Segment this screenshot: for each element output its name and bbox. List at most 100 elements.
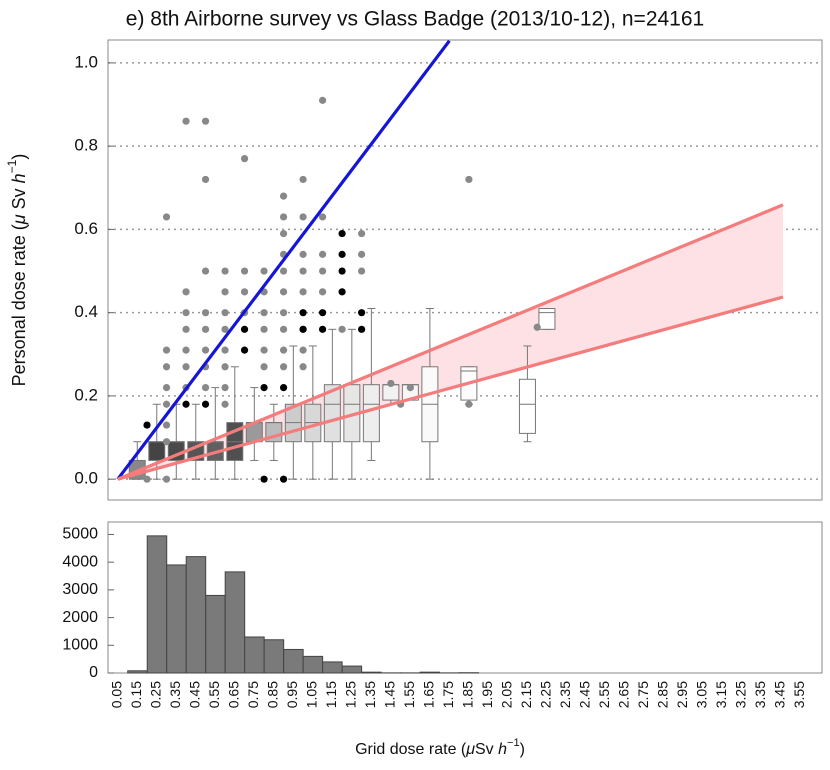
- x-label-part: μ: [465, 741, 475, 758]
- x-tick-label: 1.95: [479, 681, 495, 708]
- bar: [244, 636, 265, 674]
- outlier: [318, 288, 327, 296]
- outlier: [260, 346, 268, 354]
- x-tick-label: 0.85: [265, 681, 281, 708]
- x-tick-label: 2.35: [557, 681, 573, 708]
- y-label-part: ): [9, 154, 29, 160]
- x-tick-label: 1.85: [460, 681, 476, 708]
- outlier: [358, 325, 366, 333]
- outlier: [358, 309, 366, 317]
- outlier: [221, 363, 229, 371]
- bar: [205, 594, 226, 674]
- bar: [166, 564, 187, 674]
- outlier: [299, 346, 307, 354]
- outlier: [299, 363, 307, 371]
- outlier: [260, 325, 268, 333]
- x-tick-label: 0.25: [148, 681, 164, 708]
- x-label-part: Grid dose rate (: [355, 741, 467, 758]
- x-label-part: h: [498, 741, 507, 758]
- outlier: [279, 213, 288, 221]
- y-tick-label: 0.0: [74, 469, 98, 488]
- outlier: [201, 325, 210, 333]
- y-tick-label: 1000: [62, 637, 98, 654]
- outlier: [221, 309, 229, 317]
- outlier: [143, 421, 151, 429]
- outlier: [201, 267, 210, 275]
- outlier: [299, 250, 307, 258]
- box: [518, 378, 536, 434]
- outlier: [279, 346, 288, 354]
- outlier: [182, 309, 190, 317]
- y-axis-label: Personal dose rate (μ Sv h−1): [5, 154, 29, 387]
- x-tick-label: 1.25: [343, 681, 359, 708]
- outlier: [182, 363, 190, 371]
- outlier: [221, 288, 229, 296]
- x-tick-label: 2.95: [674, 681, 690, 708]
- box: [148, 441, 166, 461]
- outlier: [201, 400, 210, 408]
- outlier: [318, 267, 327, 275]
- outlier: [162, 475, 171, 483]
- outlier: [182, 346, 190, 354]
- outlier: [533, 323, 541, 331]
- outlier: [182, 325, 190, 333]
- x-tick-label: 3.15: [713, 681, 729, 708]
- bar: [419, 671, 441, 674]
- outlier: [260, 475, 268, 483]
- x-tick-label: 1.65: [421, 681, 437, 708]
- outlier: [201, 309, 210, 317]
- y-tick-label: 0.8: [74, 136, 98, 155]
- outlier: [162, 438, 171, 446]
- y-label-part: −1: [5, 159, 19, 173]
- outlier: [299, 288, 307, 296]
- bar: [127, 670, 148, 674]
- x-tick-label: 1.55: [401, 681, 417, 708]
- outlier: [182, 400, 190, 408]
- outlier: [279, 384, 288, 392]
- x-tick-label: 0.15: [128, 681, 144, 708]
- outlier: [299, 325, 307, 333]
- x-tick-label: 2.55: [596, 681, 612, 708]
- outlier: [338, 325, 346, 333]
- y-tick-label: 5000: [62, 526, 98, 543]
- bar: [185, 556, 207, 674]
- line: [116, 40, 451, 481]
- line: [117, 203, 784, 481]
- y-tick-label: 3000: [62, 581, 98, 598]
- outlier: [279, 267, 288, 275]
- outlier: [162, 363, 171, 371]
- outlier: [240, 288, 249, 296]
- outlier: [318, 96, 327, 104]
- y-label-part: Sv: [9, 183, 29, 214]
- outlier: [221, 400, 229, 408]
- outlier: [143, 475, 151, 483]
- x-label-part: Sv: [475, 741, 498, 758]
- outlier: [299, 309, 307, 317]
- outlier: [318, 213, 327, 221]
- y-tick-label: 0.6: [74, 219, 98, 238]
- bar: [322, 661, 343, 674]
- outlier: [240, 155, 249, 163]
- x-tick-label: 2.65: [615, 681, 631, 708]
- outlier: [221, 267, 229, 275]
- outlier: [318, 325, 327, 333]
- outlier: [162, 400, 171, 408]
- outlier: [358, 267, 366, 275]
- outlier: [221, 346, 229, 354]
- outlier: [279, 192, 288, 200]
- outlier: [162, 213, 171, 221]
- y-tick-label: 0.4: [74, 302, 98, 321]
- x-tick-label: 1.75: [440, 681, 456, 708]
- outlier: [299, 213, 307, 221]
- y-tick-label: 2000: [62, 609, 98, 626]
- outlier: [240, 325, 249, 333]
- outlier: [279, 325, 288, 333]
- outlier: [182, 117, 190, 125]
- outlier: [358, 250, 366, 258]
- outlier: [279, 475, 288, 483]
- x-tick-label: 0.55: [206, 681, 222, 708]
- box: [538, 308, 556, 330]
- outlier: [201, 384, 210, 392]
- x-tick-label: 3.45: [771, 681, 787, 708]
